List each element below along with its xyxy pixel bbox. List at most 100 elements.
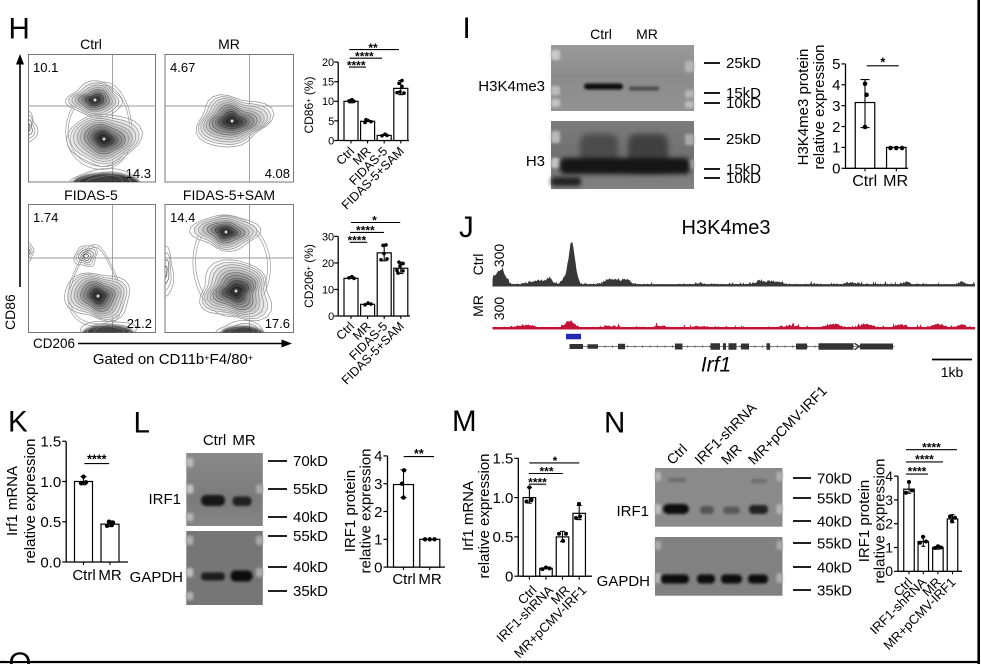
svg-text:3: 3: [885, 492, 893, 508]
svg-text:0: 0: [832, 161, 840, 178]
svg-text:15kD: 15kD: [726, 85, 761, 102]
svg-text:I: I: [463, 12, 471, 45]
svg-text:70kD: 70kD: [293, 453, 328, 470]
svg-text:MR: MR: [218, 36, 240, 52]
svg-text:IRF1: IRF1: [616, 503, 649, 520]
svg-text:0: 0: [885, 563, 893, 579]
svg-text:1: 1: [374, 532, 382, 549]
svg-text:25kD: 25kD: [726, 55, 761, 72]
svg-text:H3: H3: [526, 153, 545, 170]
svg-text:10kD: 10kD: [726, 95, 761, 112]
svg-text:15kD: 15kD: [726, 161, 761, 178]
svg-text:****: ****: [915, 453, 934, 467]
svg-text:1.5: 1.5: [492, 451, 513, 468]
svg-text:40kD: 40kD: [293, 559, 328, 576]
svg-text:CD86+ (%): CD86+ (%): [302, 76, 316, 133]
svg-text:FIDAS-5: FIDAS-5: [64, 187, 118, 203]
svg-text:relative expression: relative expression: [358, 448, 375, 573]
svg-text:MR: MR: [418, 571, 441, 588]
svg-text:0: 0: [505, 568, 513, 585]
svg-text:*: *: [880, 55, 886, 70]
svg-text:1kb: 1kb: [941, 364, 964, 380]
svg-text:1: 1: [885, 539, 893, 555]
svg-text:5: 5: [328, 116, 334, 128]
svg-text:3: 3: [374, 476, 382, 493]
svg-text:relative expression: relative expression: [811, 44, 828, 169]
svg-text:300: 300: [491, 297, 507, 321]
svg-text:H: H: [9, 13, 30, 46]
svg-text:IRF1: IRF1: [148, 491, 181, 508]
svg-text:H3K4me3 protein: H3K4me3 protein: [795, 49, 812, 166]
svg-text:Ctrl: Ctrl: [203, 432, 226, 449]
svg-text:4: 4: [885, 468, 893, 484]
svg-text:**: **: [368, 41, 378, 55]
svg-text:*: *: [372, 214, 377, 228]
svg-text:IRF1 protein: IRF1 protein: [342, 470, 359, 553]
svg-text:4.67: 4.67: [170, 60, 195, 75]
svg-text:40kD: 40kD: [817, 560, 852, 577]
svg-text:****: ****: [347, 234, 366, 248]
svg-text:IRF1 protein: IRF1 protein: [856, 480, 873, 563]
svg-text:10.1: 10.1: [33, 60, 58, 75]
svg-text:14.4: 14.4: [170, 210, 195, 225]
svg-text:GAPDH: GAPDH: [130, 569, 183, 586]
svg-text:30: 30: [322, 231, 334, 243]
svg-text:40kD: 40kD: [293, 509, 328, 526]
svg-text:0.5: 0.5: [492, 529, 513, 546]
svg-text:1.0: 1.0: [492, 490, 513, 507]
svg-text:35kD: 35kD: [817, 583, 852, 600]
svg-text:1.0: 1.0: [40, 474, 61, 491]
svg-text:MR: MR: [636, 26, 658, 42]
svg-text:10: 10: [322, 96, 334, 108]
svg-text:55kD: 55kD: [293, 528, 328, 545]
svg-text:1.74: 1.74: [33, 210, 58, 225]
svg-text:3: 3: [832, 98, 840, 115]
svg-text:70kD: 70kD: [817, 471, 852, 488]
svg-text:MR: MR: [232, 432, 255, 449]
svg-text:L: L: [134, 407, 150, 440]
svg-text:relative expression: relative expression: [22, 438, 39, 563]
svg-text:MR: MR: [470, 295, 486, 317]
svg-text:1: 1: [832, 140, 840, 157]
svg-text:MR: MR: [883, 173, 908, 190]
svg-text:****: ****: [908, 465, 927, 479]
svg-text:H3K4me3: H3K4me3: [682, 217, 771, 239]
svg-text:4: 4: [374, 448, 382, 465]
svg-text:0: 0: [328, 311, 334, 323]
svg-text:J: J: [459, 211, 474, 244]
svg-text:relative expression: relative expression: [872, 458, 889, 583]
svg-text:GAPDH: GAPDH: [597, 573, 650, 590]
svg-text:10: 10: [322, 284, 334, 296]
svg-text:2: 2: [374, 504, 382, 521]
svg-text:21.2: 21.2: [127, 316, 152, 331]
svg-text:Ctrl: Ctrl: [80, 36, 102, 52]
svg-text:**: **: [414, 447, 424, 461]
svg-text:M: M: [452, 405, 477, 438]
svg-text:20: 20: [322, 258, 334, 270]
svg-text:Irf1: Irf1: [701, 354, 731, 377]
svg-text:10kD: 10kD: [726, 170, 761, 187]
svg-text:****: ****: [922, 440, 941, 454]
svg-text:40kD: 40kD: [817, 514, 852, 531]
svg-text:55kD: 55kD: [817, 491, 852, 508]
svg-text:55kD: 55kD: [817, 536, 852, 553]
svg-text:CD206+ (%): CD206+ (%): [302, 244, 316, 308]
svg-text:4.08: 4.08: [265, 166, 290, 181]
svg-text:25kD: 25kD: [726, 131, 761, 148]
svg-text:***: ***: [539, 465, 553, 479]
svg-text:14.3: 14.3: [126, 166, 151, 181]
svg-text:0.0: 0.0: [40, 554, 61, 571]
svg-text:****: ****: [347, 58, 366, 72]
svg-text:35kD: 35kD: [293, 583, 328, 600]
svg-text:55kD: 55kD: [293, 481, 328, 498]
svg-text:15: 15: [322, 77, 334, 89]
svg-text:FIDAS-5+SAM: FIDAS-5+SAM: [183, 187, 275, 203]
svg-text:Ctrl: Ctrl: [72, 567, 95, 584]
svg-text:Ctrl: Ctrl: [852, 173, 877, 190]
svg-text:0: 0: [374, 559, 382, 576]
svg-text:0: 0: [328, 135, 334, 147]
svg-text:H3K4me3: H3K4me3: [478, 78, 545, 95]
svg-text:Ctrl: Ctrl: [590, 26, 612, 42]
svg-text:Irf1 mRNA: Irf1 mRNA: [4, 466, 21, 536]
svg-text:relative expression: relative expression: [476, 453, 493, 578]
